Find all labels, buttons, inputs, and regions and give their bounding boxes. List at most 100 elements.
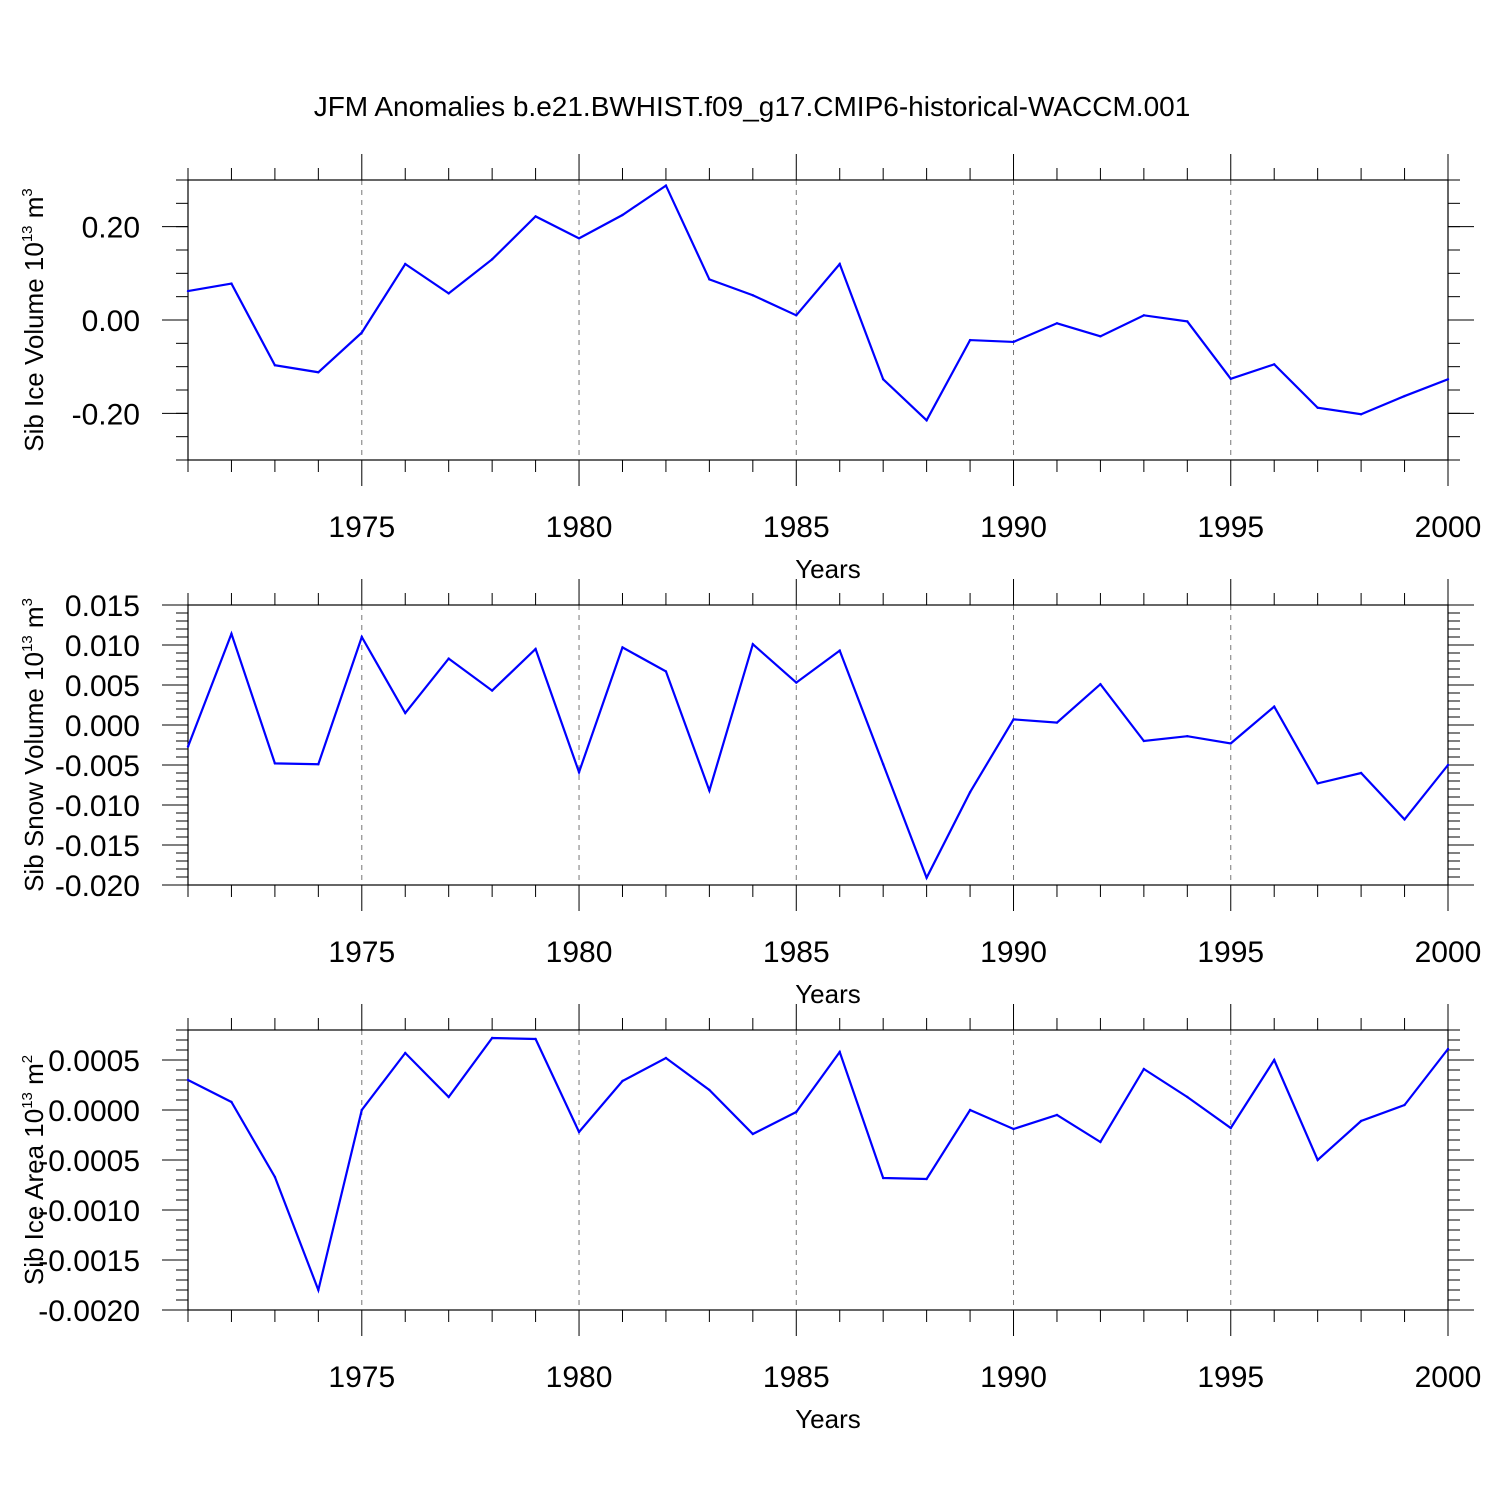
data-point-snow-volume-1973 [273, 762, 277, 765]
y-tick-label-0.0000: 0.0000 [48, 1095, 140, 1128]
x-tick-label-2000: 2000 [1415, 511, 1482, 544]
x-tick-label-1980: 1980 [546, 511, 613, 544]
data-point-ice-area-1975 [360, 1108, 363, 1112]
panel-ice-volume: -0.20 0.00 0.20 1975 1980 1985 1990 1995 2000 Yea… [19, 154, 1481, 584]
data-point-ice-volume-1984 [751, 294, 755, 297]
chart-title: JFM Anomalies b.e21.BWHIST.f09_g17.CMIP6… [314, 91, 1191, 122]
data-point-snow-volume-1974 [317, 763, 320, 766]
y-tick-label-0.015: 0.015 [65, 590, 140, 623]
data-point-ice-area-1997 [1316, 1158, 1319, 1162]
series-line-ice-volume [187, 183, 1449, 423]
data-point-ice-area-1988 [925, 1177, 928, 1181]
data-point-ice-area-1977 [447, 1095, 450, 1099]
y-axis-label: Sib Ice Volume 1013 m3 [19, 188, 49, 452]
data-point-snow-volume-2000 [1446, 763, 1450, 767]
data-point-ice-volume-1988 [925, 419, 928, 422]
panel-ice-area: -0.0020 -0.0015 -0.0010 -0.0005 0.0000 0.0005… [19, 1004, 1481, 1434]
data-point-snow-volume-1985 [795, 681, 798, 684]
data-point-ice-volume-1981 [621, 213, 624, 217]
data-point-ice-area-1987 [881, 1176, 885, 1180]
data-point-snow-volume-1979 [534, 647, 537, 651]
x-tick-label-1990: 1990 [980, 511, 1047, 544]
data-point-snow-volume-1981 [621, 646, 624, 649]
data-point-ice-area-1979 [534, 1037, 537, 1041]
x-tick-label-1980: 1980 [546, 936, 613, 969]
data-point-ice-volume-1972 [230, 282, 233, 285]
data-point-ice-volume-1989 [968, 338, 972, 342]
data-point-snow-volume-1987 [881, 763, 885, 766]
y-tick-label-0.005: 0.005 [65, 670, 140, 703]
x-tick-label-1985: 1985 [763, 936, 830, 969]
data-point-snow-volume-1977 [447, 657, 450, 660]
data-point-snow-volume-1980 [577, 771, 581, 774]
data-point-snow-volume-1998 [1359, 771, 1363, 775]
data-point-snow-volume-1978 [490, 689, 494, 692]
data-point-ice-area-1974 [317, 1288, 320, 1292]
data-point-ice-area-1982 [664, 1056, 668, 1060]
data-point-snow-volume-1994 [1186, 735, 1189, 738]
data-point-snow-volume-1997 [1316, 782, 1319, 785]
x-axis-label: Years [795, 979, 861, 1009]
data-point-ice-volume-1990 [1012, 340, 1015, 344]
data-point-ice-area-1992 [1099, 1140, 1102, 1144]
data-point-snow-volume-1984 [751, 643, 755, 646]
data-point-ice-area-1991 [1055, 1113, 1059, 1117]
x-tick-label-2000: 2000 [1415, 936, 1482, 969]
data-point-ice-area-1994 [1186, 1095, 1189, 1099]
data-point-snow-volume-1991 [1055, 721, 1059, 724]
data-point-ice-volume-2000 [1446, 378, 1450, 381]
data-point-ice-volume-1994 [1186, 320, 1189, 323]
data-point-snow-volume-1999 [1403, 818, 1406, 821]
x-tick-label-1975: 1975 [328, 1361, 395, 1394]
data-point-ice-area-1986 [838, 1050, 841, 1054]
y-tick-label-0.00: 0.00 [82, 305, 140, 338]
data-point-ice-volume-1992 [1099, 335, 1102, 338]
panels: -0.20 0.00 0.20 1975 1980 1985 1990 1995 2000 Yea… [19, 154, 1481, 1434]
data-point-ice-volume-1976 [404, 262, 407, 266]
data-point-ice-area-1993 [1142, 1067, 1146, 1071]
y-tick-label--0.020: -0.020 [55, 870, 140, 903]
y-tick-label--0.015: -0.015 [55, 830, 140, 863]
x-tick-label-1980: 1980 [546, 1361, 613, 1394]
data-point-snow-volume-1990 [1012, 718, 1015, 721]
data-point-snow-volume-1976 [404, 711, 407, 715]
plot-frame [187, 1029, 1449, 1311]
data-point-ice-volume-1987 [881, 378, 885, 381]
y-tick-label--0.0020: -0.0020 [38, 1295, 140, 1328]
data-point-ice-area-1996 [1273, 1058, 1276, 1062]
data-point-ice-volume-1983 [708, 278, 711, 281]
data-point-snow-volume-1989 [968, 791, 972, 794]
y-tick-label-0.010: 0.010 [65, 630, 140, 663]
data-point-ice-volume-1978 [490, 258, 494, 261]
data-point-ice-area-1978 [490, 1036, 494, 1040]
data-point-ice-volume-1973 [273, 364, 277, 367]
y-tick-label--0.20: -0.20 [72, 398, 140, 431]
x-tick-label-1995: 1995 [1197, 1361, 1264, 1394]
data-point-ice-area-1985 [795, 1110, 798, 1114]
data-point-ice-volume-1995 [1229, 377, 1232, 380]
data-point-ice-volume-1980 [577, 237, 581, 240]
data-point-ice-volume-1974 [317, 371, 320, 374]
x-tick-label-1995: 1995 [1197, 511, 1264, 544]
data-point-ice-area-1980 [577, 1130, 581, 1134]
data-point-ice-volume-1999 [1403, 394, 1406, 398]
x-tick-label-1975: 1975 [328, 936, 395, 969]
data-point-snow-volume-1993 [1142, 739, 1146, 743]
y-axis-label: Sib Ice Area 1013 m2 [19, 1055, 49, 1285]
x-tick-label-1990: 1990 [980, 1361, 1047, 1394]
data-point-ice-area-1984 [751, 1132, 755, 1136]
plot-frame [187, 604, 1449, 886]
data-point-snow-volume-1986 [838, 649, 841, 652]
data-point-ice-area-1999 [1403, 1103, 1406, 1107]
y-tick-label-0.0005: 0.0005 [48, 1045, 140, 1078]
data-point-ice-area-1989 [968, 1108, 972, 1112]
data-point-ice-volume-1986 [838, 262, 841, 266]
y-tick-label--0.0015: -0.0015 [38, 1245, 140, 1278]
data-point-snow-volume-1988 [925, 876, 928, 879]
y-tick-label--0.005: -0.005 [55, 750, 140, 783]
data-point-snow-volume-1996 [1273, 705, 1276, 708]
data-point-ice-area-1973 [273, 1175, 277, 1179]
data-point-ice-area-1990 [1012, 1127, 1015, 1131]
data-point-snow-volume-1971 [186, 745, 190, 748]
